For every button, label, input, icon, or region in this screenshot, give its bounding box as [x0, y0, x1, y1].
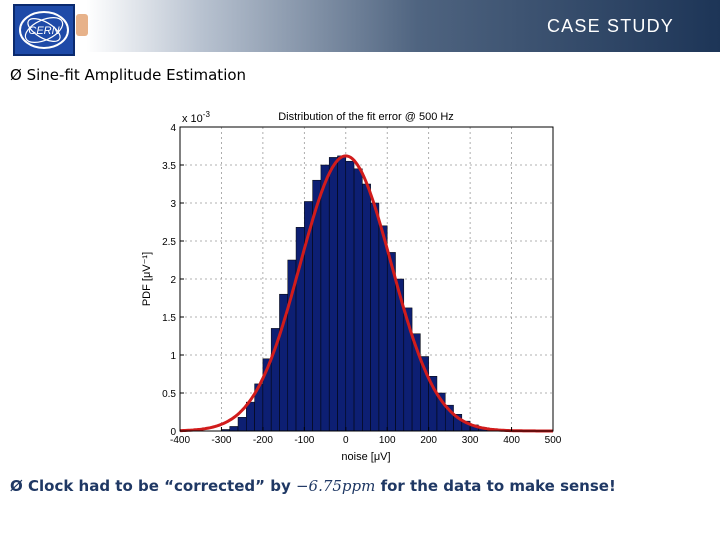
x-tick-label: 0 [343, 435, 349, 446]
x-axis-label: noise [μV] [341, 451, 390, 463]
histogram-bar [370, 202, 380, 432]
y-tick-label: 2 [170, 275, 176, 286]
histogram-bar [345, 160, 355, 432]
x-tick-label: 100 [379, 435, 396, 446]
header-title: CASE STUDY [546, 16, 674, 36]
bullet-text-post: for the data to make sense! [375, 477, 616, 495]
histogram-bar [353, 168, 363, 432]
bullet-marker: Ø [10, 477, 23, 495]
x-tick-label: 500 [545, 435, 562, 446]
y-multiplier-label: x 10-3 [182, 110, 210, 125]
x-tick-label: -400 [170, 435, 190, 446]
y-tick-label: 1 [170, 351, 176, 362]
bullet-clock-correction: Ø Clock had to be “corrected” by −6.75pp… [10, 477, 616, 495]
histogram-bars [221, 155, 521, 432]
histogram-bar [362, 183, 371, 432]
axis-ticks: -400 -300 -200 -100 0 100 200 300 400 500 0 0.5 1 1.5… [162, 123, 562, 446]
x-tick-label: -100 [294, 435, 314, 446]
y-tick-label: 0 [170, 427, 176, 438]
x-tick-label: -300 [211, 435, 231, 446]
y-multiplier-base: x 10 [182, 113, 203, 125]
histogram-bar [328, 157, 338, 432]
histogram-bar [337, 155, 347, 432]
histogram-bar [246, 401, 255, 432]
cern-logo: CERN [13, 4, 75, 56]
bullet-marker: Ø [10, 66, 22, 84]
gaussian-fit-curve [180, 154, 553, 433]
histogram-bar [237, 417, 247, 432]
svg-text:CERN: CERN [28, 25, 59, 37]
y-axis-label: PDF [μV⁻¹] [141, 252, 153, 306]
ppm-correction-value: −6.75ppm [295, 477, 376, 495]
histogram-bar [378, 225, 388, 432]
x-tick-label: -200 [253, 435, 273, 446]
y-tick-label: 2.5 [162, 237, 176, 248]
y-tick-label: 4 [170, 123, 176, 134]
y-tick-label: 1.5 [162, 313, 176, 324]
x-tick-label: 400 [503, 435, 520, 446]
slide-header [0, 0, 720, 52]
histogram-bar [320, 164, 330, 432]
bullet-sine-fit: Ø Sine-fit Amplitude Estimation [10, 66, 246, 84]
y-tick-label: 0.5 [162, 389, 176, 400]
logo-accent [76, 14, 88, 36]
x-tick-label: 300 [462, 435, 479, 446]
chart-title: Distribution of the fit error @ 500 Hz [278, 111, 454, 123]
histogram-bar [229, 426, 239, 432]
bullet-text-pre: Clock had to be “corrected” by [28, 477, 296, 495]
x-tick-label: 200 [420, 435, 437, 446]
y-tick-label: 3.5 [162, 161, 176, 172]
bullet-text: Sine-fit Amplitude Estimation [26, 66, 247, 84]
y-multiplier-exponent: -3 [203, 110, 211, 119]
y-tick-label: 3 [170, 199, 176, 210]
